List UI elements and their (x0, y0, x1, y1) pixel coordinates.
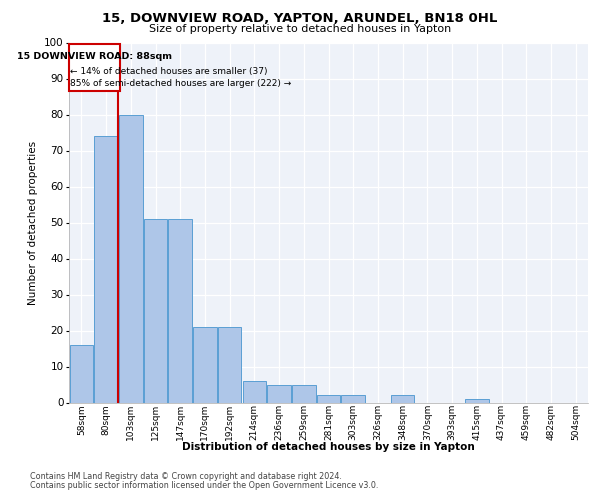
Text: 85% of semi-detached houses are larger (222) →: 85% of semi-detached houses are larger (… (70, 78, 292, 88)
Bar (218, 327, 241, 402)
Bar (292, 384, 316, 402)
Bar (341, 396, 365, 402)
FancyBboxPatch shape (69, 44, 119, 91)
Bar (169, 219, 192, 402)
Text: Size of property relative to detached houses in Yapton: Size of property relative to detached ho… (149, 24, 451, 34)
Bar (119, 114, 143, 403)
Bar (268, 384, 291, 402)
Bar (144, 219, 167, 402)
Text: 15, DOWNVIEW ROAD, YAPTON, ARUNDEL, BN18 0HL: 15, DOWNVIEW ROAD, YAPTON, ARUNDEL, BN18… (103, 12, 497, 26)
Text: ← 14% of detached houses are smaller (37): ← 14% of detached houses are smaller (37… (70, 67, 268, 76)
Y-axis label: Number of detached properties: Number of detached properties (28, 140, 38, 304)
Bar (94, 136, 118, 402)
Bar (391, 396, 415, 402)
Text: Contains public sector information licensed under the Open Government Licence v3: Contains public sector information licen… (30, 481, 379, 490)
Text: Contains HM Land Registry data © Crown copyright and database right 2024.: Contains HM Land Registry data © Crown c… (30, 472, 342, 481)
Bar (242, 381, 266, 402)
Bar (193, 327, 217, 402)
Bar (465, 399, 488, 402)
Bar (317, 396, 340, 402)
Text: Distribution of detached houses by size in Yapton: Distribution of detached houses by size … (182, 442, 475, 452)
Text: 15 DOWNVIEW ROAD: 88sqm: 15 DOWNVIEW ROAD: 88sqm (17, 52, 172, 62)
Bar (70, 345, 93, 403)
